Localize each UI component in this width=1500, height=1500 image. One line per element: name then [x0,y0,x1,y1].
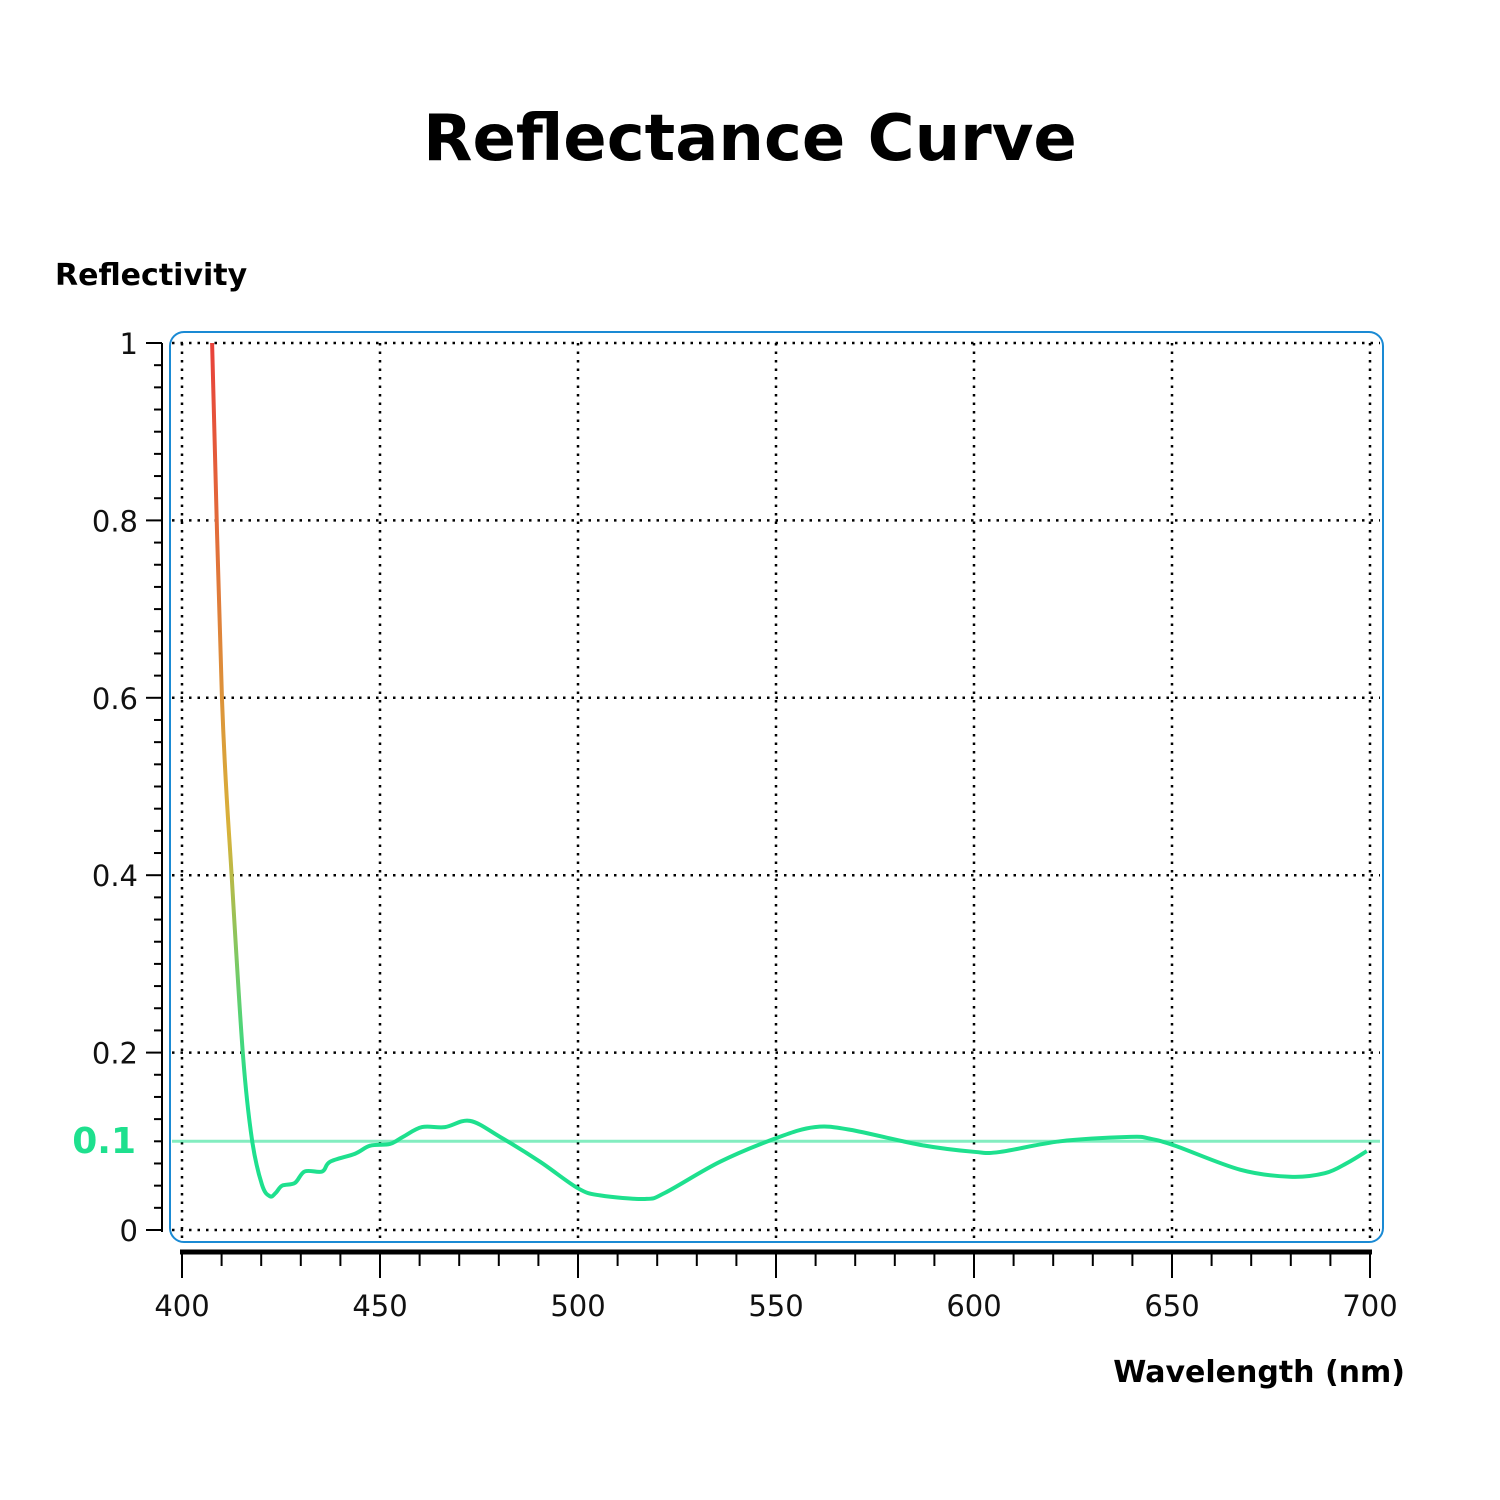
reference-line-label: 0.1 [72,1121,136,1162]
x-tick-label: 650 [1144,1289,1199,1323]
x-tick-label: 550 [748,1289,803,1323]
plot-frame [169,331,1384,1243]
grid [172,341,1380,1238]
chart-title: Reflectance Curve [423,102,1077,176]
y-tick-label: 1 [120,327,138,361]
y-tick-label: 0.2 [92,1037,138,1071]
y-tick-label: 0.6 [92,682,138,716]
y-tick-label: 0 [120,1214,138,1248]
series-line [210,342,1368,1201]
x-tick-label: 500 [550,1289,605,1323]
y-tick-label: 0.8 [92,504,138,538]
x-tick-label: 700 [1342,1289,1397,1323]
y-axis-label: Reflectivity [55,258,248,293]
x-axis-label: Wavelength (nm) [1113,1355,1405,1390]
y-tick-label: 0.4 [92,859,138,893]
x-tick-label: 450 [352,1289,407,1323]
x-tick-label: 600 [946,1289,1001,1323]
x-tick-label: 400 [154,1289,209,1323]
axes: 400 450 500 550 600 650 700 0 0.2 0.4 0.6 0.8 1 [92,327,1398,1323]
